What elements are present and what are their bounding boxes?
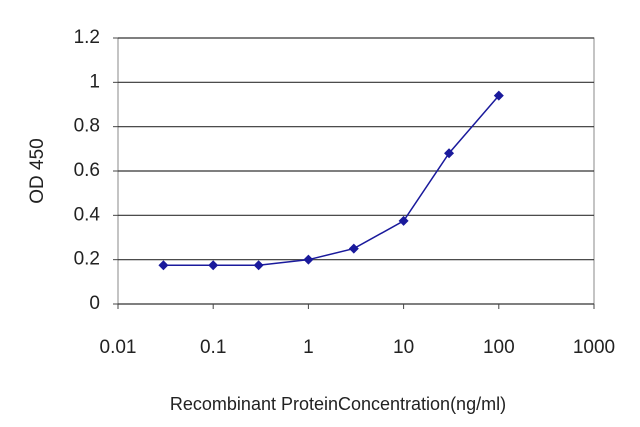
y-tick-label: 0.8: [74, 116, 100, 137]
x-axis-label: Recombinant ProteinConcentration(ng/ml): [170, 394, 506, 414]
y-tick-label: 0.6: [74, 160, 100, 181]
data-point: [444, 148, 455, 159]
data-point: [303, 254, 314, 265]
data-point: [398, 215, 409, 226]
y-tick-label: 1.2: [74, 27, 100, 48]
y-tick-label: 1: [89, 71, 100, 92]
y-tick-label: 0: [89, 293, 100, 314]
y-tick-label: 0.2: [74, 249, 100, 270]
y-tick-label: 0.4: [74, 204, 101, 225]
data-point: [348, 243, 359, 254]
data-point: [158, 260, 169, 271]
data-point: [208, 260, 219, 271]
x-tick-label: 0.1: [200, 337, 226, 358]
x-tick-label: 1000: [573, 337, 615, 358]
x-tick-label: 0.01: [100, 337, 137, 358]
x-tick-label: 1: [303, 337, 314, 358]
x-tick-label: 10: [393, 337, 414, 358]
y-axis-label: OD 450: [27, 138, 48, 203]
data-point: [253, 260, 264, 271]
data-point: [493, 90, 504, 101]
series-line: [163, 95, 500, 266]
x-tick-label: 100: [483, 337, 515, 358]
